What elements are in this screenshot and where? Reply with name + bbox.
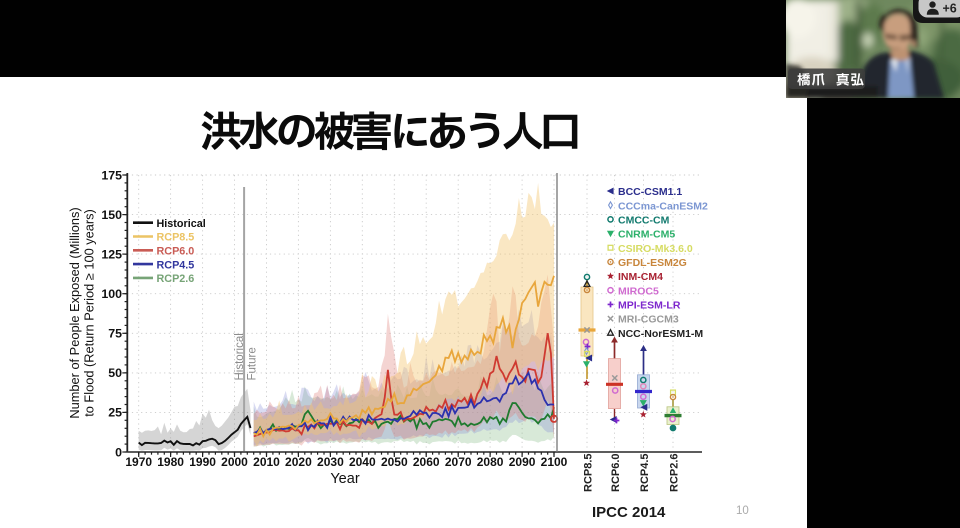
- svg-text:INM-CM4: INM-CM4: [618, 271, 663, 283]
- svg-text:CNRM-CM5: CNRM-CM5: [618, 229, 675, 241]
- svg-text:RCP2.6: RCP2.6: [157, 273, 195, 285]
- svg-text:Historical: Historical: [234, 333, 246, 380]
- svg-text:RCP4.5: RCP4.5: [157, 259, 195, 271]
- svg-text:1980: 1980: [157, 455, 184, 469]
- svg-text:2090: 2090: [509, 455, 536, 469]
- svg-text:50: 50: [108, 366, 122, 380]
- svg-text:BCC-CSM1.1: BCC-CSM1.1: [618, 186, 682, 198]
- svg-text:MRI-CGCM3: MRI-CGCM3: [618, 314, 679, 326]
- svg-text:2030: 2030: [317, 455, 344, 469]
- svg-text:Year: Year: [330, 471, 359, 487]
- svg-text:RCP6.0: RCP6.0: [610, 453, 622, 492]
- svg-text:2020: 2020: [285, 455, 312, 469]
- svg-text:2070: 2070: [445, 455, 472, 469]
- svg-text:MPI-ESM-LR: MPI-ESM-LR: [618, 300, 681, 312]
- svg-text:Future: Future: [247, 347, 259, 380]
- svg-text:1970: 1970: [125, 455, 152, 469]
- svg-text:2100: 2100: [541, 455, 568, 469]
- svg-text:RCP4.5: RCP4.5: [639, 453, 651, 492]
- svg-text:75: 75: [108, 327, 122, 341]
- svg-text:to Flood (Return Period ≥ 100: to Flood (Return Period ≥ 100 years): [82, 209, 97, 417]
- svg-text:175: 175: [101, 168, 122, 182]
- svg-text:RCP8.5: RCP8.5: [157, 232, 195, 244]
- svg-text:IPCC 2014: IPCC 2014: [592, 504, 666, 521]
- svg-text:Historical: Historical: [157, 218, 206, 230]
- svg-text:CSIRO-Mk3.6.0: CSIRO-Mk3.6.0: [618, 243, 693, 255]
- svg-text:0: 0: [115, 445, 122, 459]
- svg-text:100: 100: [101, 287, 122, 301]
- svg-text:CCCma-CanESM2: CCCma-CanESM2: [618, 200, 708, 212]
- svg-text:1990: 1990: [189, 455, 216, 469]
- svg-text:MIROC5: MIROC5: [618, 285, 659, 297]
- svg-text:2080: 2080: [477, 455, 504, 469]
- svg-text:2050: 2050: [381, 455, 408, 469]
- svg-text:2060: 2060: [413, 455, 440, 469]
- svg-text:2000: 2000: [221, 455, 248, 469]
- svg-text:RCP8.5: RCP8.5: [583, 453, 595, 492]
- svg-text:NCC-NorESM1-M: NCC-NorESM1-M: [618, 328, 703, 340]
- svg-text:GFDL-ESM2G: GFDL-ESM2G: [618, 257, 687, 269]
- svg-text:RCP6.0: RCP6.0: [157, 246, 195, 258]
- svg-text:Number of People Exposed (Mill: Number of People Exposed (Millions): [67, 207, 82, 418]
- svg-text:+6: +6: [943, 2, 957, 16]
- svg-text:2010: 2010: [253, 455, 280, 469]
- svg-text:150: 150: [101, 208, 122, 222]
- svg-text:25: 25: [108, 406, 122, 420]
- svg-text:CMCC-CM: CMCC-CM: [618, 215, 670, 227]
- svg-text:RCP2.6: RCP2.6: [669, 453, 681, 492]
- svg-text:2040: 2040: [349, 455, 376, 469]
- svg-text:125: 125: [101, 247, 122, 261]
- svg-text:10: 10: [736, 505, 749, 517]
